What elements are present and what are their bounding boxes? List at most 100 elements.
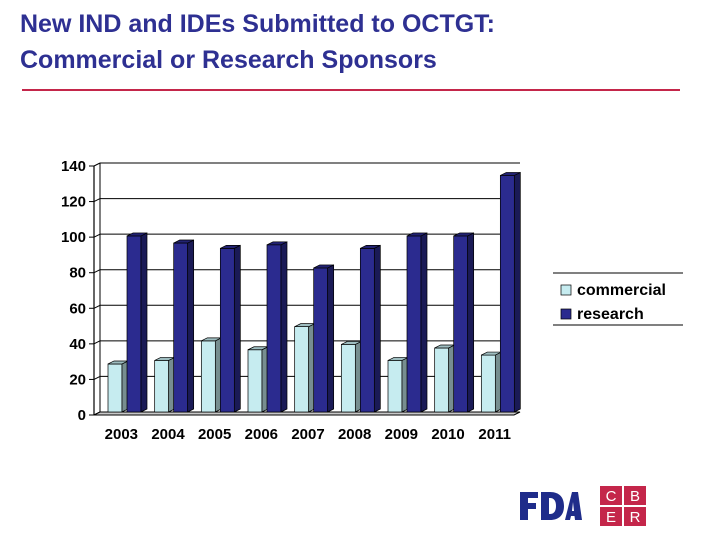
bar-side (187, 239, 195, 413)
bar-research-2005 (219, 244, 241, 413)
bar-side (513, 171, 521, 413)
bar-research-2010 (453, 232, 475, 413)
bar-front (480, 354, 496, 413)
legend-label-research: research (577, 306, 644, 323)
bar-front (247, 349, 263, 413)
bar-front (200, 340, 216, 413)
bar-front (453, 235, 469, 413)
x-tick-label-2007: 2007 (291, 426, 324, 443)
legend-swatch (560, 308, 572, 320)
legend-label-commercial: commercial (577, 282, 666, 299)
bar-front (499, 175, 515, 413)
x-tick-label-2003: 2003 (105, 426, 138, 443)
legend-item-research: research (560, 306, 644, 323)
bar-front (154, 360, 170, 413)
bar-commercial-2011 (480, 351, 502, 413)
bar-commercial-2003 (107, 360, 129, 413)
bar-top (360, 245, 381, 249)
gridline-back-100 (93, 233, 101, 238)
chart-floor (93, 411, 521, 416)
x-tick-label-2005: 2005 (198, 426, 231, 443)
bar-research-2007 (313, 264, 335, 413)
x-tick-label-2011: 2011 (478, 426, 511, 443)
bar-research-2009 (406, 232, 428, 413)
gridline-back-140 (93, 162, 101, 167)
cber-letter-r: R (630, 509, 641, 526)
y-tick-label-120: 120 (61, 194, 86, 211)
bar-front (173, 242, 189, 413)
legend-swatch (560, 284, 572, 296)
bar-commercial-2010 (434, 344, 456, 413)
legend-item-commercial: commercial (560, 282, 666, 299)
bar-front (406, 235, 422, 413)
bar-commercial-2007 (294, 323, 316, 413)
cber-letter-c: C (606, 488, 617, 505)
bar-commercial-2009 (387, 356, 409, 413)
bar-side (420, 232, 428, 413)
y-tick-label-80: 80 (69, 265, 86, 282)
bar-commercial-2008 (340, 340, 362, 413)
bar-research-2008 (359, 244, 381, 413)
bar-side (373, 244, 381, 413)
bar-commercial-2005 (200, 337, 222, 413)
bar-commercial-2006 (247, 346, 269, 413)
bar-side (467, 232, 475, 413)
bar-front (434, 347, 450, 413)
bar-front (313, 267, 329, 413)
bars (107, 171, 521, 413)
bar-front (126, 235, 142, 413)
bar-front (266, 244, 282, 413)
bar-research-2006 (266, 241, 288, 413)
y-tick-label-100: 100 (61, 229, 86, 246)
gridline-back-40 (93, 340, 101, 345)
x-tick-label-2008: 2008 (338, 426, 371, 443)
bar-side (140, 232, 148, 413)
bar-front (340, 344, 356, 413)
cber-letter-b: B (630, 488, 640, 505)
bar-front (359, 248, 375, 413)
bar-top (406, 232, 428, 237)
bar-side (327, 264, 335, 413)
axes: 0 20 40 60 80 100 120 140 2003 2004 2005 2006 2007 20… (61, 158, 511, 443)
gridline-back-120 (93, 198, 101, 203)
y-tick-label-140: 140 (61, 158, 86, 175)
bar-front (294, 326, 310, 413)
bar-top (220, 245, 241, 249)
y-tick-label-40: 40 (69, 336, 86, 353)
cber-letter-e: E (606, 509, 616, 526)
bar-research-2003 (126, 232, 148, 413)
fda-logo (520, 492, 582, 520)
title-line-2: Commercial or Research Sponsors (20, 46, 437, 74)
bar-top (266, 241, 288, 246)
x-tick-label-2009: 2009 (385, 426, 418, 443)
legend: commercial research (553, 272, 683, 326)
bar-side (233, 244, 241, 413)
bar-top (453, 232, 474, 237)
title-line-1: New IND and IDEs Submitted to OCTGT: (20, 10, 496, 38)
y-tick-label-60: 60 (69, 300, 86, 317)
y-tick-label-0: 0 (78, 407, 86, 424)
cber-logo: C B E R (600, 486, 646, 526)
bar-front (387, 360, 403, 413)
x-tick-label-2004: 2004 (151, 426, 185, 443)
bar-front (219, 248, 235, 413)
bar-side (280, 241, 288, 413)
bar-top (173, 239, 194, 244)
x-tick-label-2006: 2006 (245, 426, 278, 443)
chart-floor-plane (93, 411, 521, 416)
bar-top (126, 232, 148, 237)
bar-research-2011 (499, 171, 521, 413)
x-tick-label-2010: 2010 (431, 426, 464, 443)
bar-commercial-2004 (154, 356, 176, 413)
bar-top (313, 264, 334, 269)
gridline-back-80 (93, 269, 101, 274)
slide-title: New IND and IDEs Submitted to OCTGT: Com… (20, 6, 710, 78)
bar-front (107, 363, 123, 413)
gridline-back-20 (93, 375, 101, 380)
bar-top (500, 172, 521, 176)
gridline-back-60 (93, 304, 101, 309)
title-divider (22, 89, 680, 91)
bar-research-2004 (173, 239, 195, 413)
y-tick-label-20: 20 (69, 371, 86, 388)
